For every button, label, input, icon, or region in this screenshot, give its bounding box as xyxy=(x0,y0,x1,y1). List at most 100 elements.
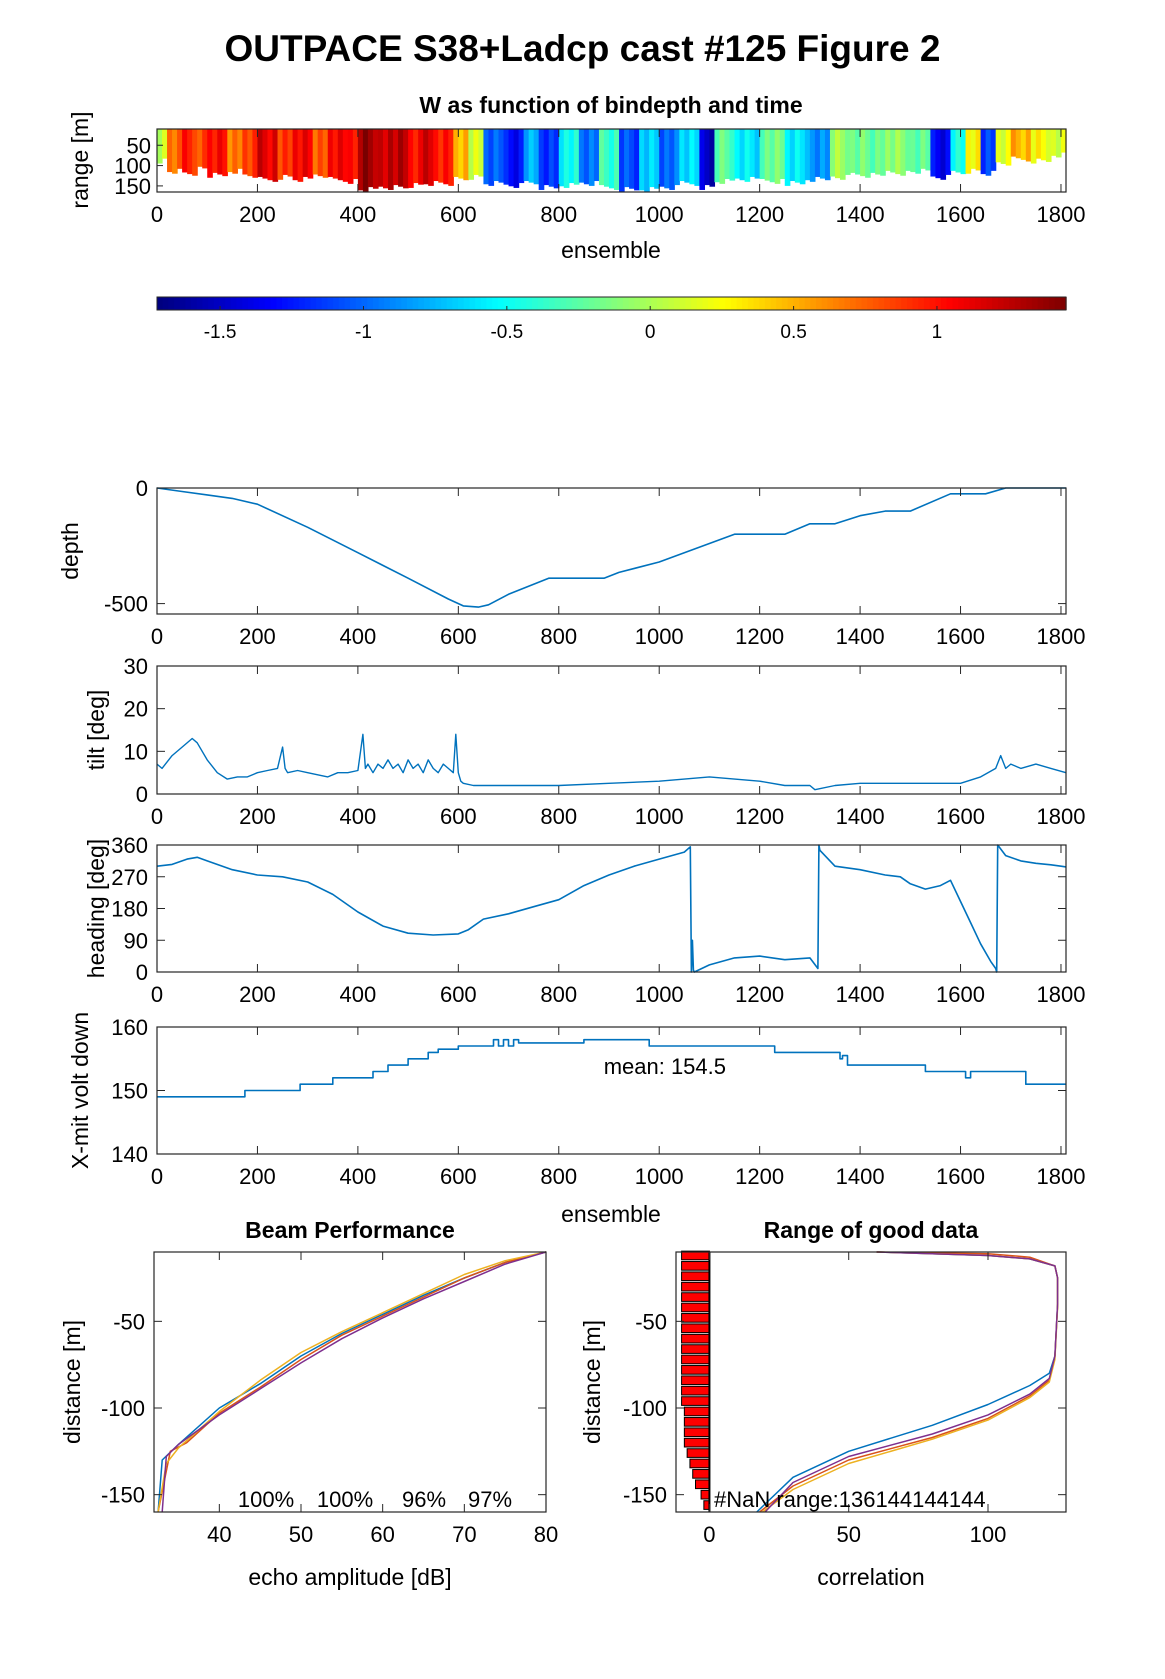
tilt-xtick-label: 1400 xyxy=(836,804,885,829)
w-cell xyxy=(583,129,590,185)
colorbar-swatch xyxy=(441,297,448,310)
w-section-xlabel: ensemble xyxy=(561,237,661,263)
w-cell xyxy=(799,129,806,185)
beam-performance-ytick-label: -150 xyxy=(101,1483,145,1508)
w-cell xyxy=(915,129,921,174)
nan-bar xyxy=(681,1292,710,1302)
w-cell xyxy=(262,129,269,179)
w-cell xyxy=(257,129,264,177)
w-cell xyxy=(809,129,816,182)
beam-performance-series xyxy=(157,1251,547,1513)
w-section-axes-box xyxy=(156,128,1067,193)
w-cell xyxy=(382,129,389,189)
w-cell xyxy=(237,129,243,169)
w-cell xyxy=(528,129,535,183)
w-cell xyxy=(860,129,866,177)
colorbar-swatch xyxy=(827,297,834,310)
colorbar-swatch xyxy=(531,297,539,310)
w-cell xyxy=(719,129,726,184)
range-good-data-axes-box xyxy=(675,1251,1067,1513)
colorbar-swatch xyxy=(730,297,738,310)
colorbar-swatch xyxy=(685,297,692,310)
beam-performance-axes: 40 50 60 70 80 -50 -100 -150 xyxy=(101,1251,558,1547)
beam-performance-axes-box xyxy=(153,1251,547,1513)
colorbar-swatch xyxy=(355,297,363,310)
w-cell xyxy=(463,129,469,181)
colorbar-swatch xyxy=(406,297,414,310)
colorbar-swatch xyxy=(497,297,505,310)
tilt-axes-box xyxy=(156,665,1067,795)
heading-ytick-label: 180 xyxy=(111,897,148,922)
colorbar-swatch xyxy=(344,297,351,310)
w-cell xyxy=(202,129,208,169)
nan-bar xyxy=(689,1458,710,1469)
w-cell xyxy=(980,129,987,175)
w-section-title: W as function of bindepth and time xyxy=(419,92,802,118)
beam-performance-xtick-label: 40 xyxy=(207,1522,231,1547)
w-cell xyxy=(548,129,555,187)
w-cell xyxy=(1015,129,1022,159)
tilt-ylabel: tilt [deg] xyxy=(83,690,109,771)
w-cell xyxy=(1000,129,1007,164)
w-section-xtick-label: 1600 xyxy=(936,202,985,227)
w-cell xyxy=(654,129,660,189)
w-cell xyxy=(372,129,379,189)
w-cell xyxy=(292,129,299,181)
w-cell xyxy=(840,129,846,180)
w-cell xyxy=(930,129,937,177)
colorbar-swatch xyxy=(384,297,391,310)
colorbar-swatch xyxy=(202,297,209,310)
w-cell xyxy=(458,129,464,179)
w-cell xyxy=(297,129,304,182)
w-cell xyxy=(774,129,781,184)
w-cell xyxy=(935,129,942,179)
colorbar-swatch xyxy=(901,297,908,310)
colorbar-swatch xyxy=(236,297,243,310)
xmit-volt-mean-annotation: mean: 154.5 xyxy=(604,1054,726,1079)
colorbar-swatch xyxy=(781,297,789,310)
w-cell xyxy=(890,129,896,173)
beam-performance-xtick-label: 70 xyxy=(452,1522,476,1547)
w-cell xyxy=(694,129,700,186)
heading-line xyxy=(156,844,1067,973)
tilt-xtick-label: 0 xyxy=(151,804,163,829)
nan-bar xyxy=(681,1323,710,1334)
colorbar-swatch xyxy=(225,297,232,310)
colorbar-swatch xyxy=(571,297,579,310)
colorbar-swatch xyxy=(509,297,516,310)
w-cell xyxy=(829,129,836,177)
w-cell xyxy=(398,129,404,187)
colorbar-swatch xyxy=(378,297,385,310)
w-cell xyxy=(187,129,193,175)
w-cell xyxy=(252,129,259,178)
colorbar-swatch xyxy=(299,297,306,310)
beam-performance-ylabel: distance [m] xyxy=(59,1320,85,1444)
colorbar-swatch xyxy=(1037,297,1044,310)
colorbar-swatch xyxy=(941,297,948,310)
nan-bar xyxy=(686,1448,710,1458)
nan-bar xyxy=(683,1427,710,1438)
w-cell xyxy=(649,129,655,188)
colorbar-swatch xyxy=(611,297,618,310)
w-cell xyxy=(1025,129,1032,162)
tilt-ytick-label: 10 xyxy=(124,739,148,764)
w-cell xyxy=(724,129,731,179)
colorbar-swatch xyxy=(787,297,794,310)
depth-line xyxy=(156,487,1066,608)
tilt-xtick-label: 1200 xyxy=(735,804,784,829)
colorbar-swatch xyxy=(452,297,459,310)
colorbar-swatch xyxy=(844,297,851,310)
heading-xtick-label: 800 xyxy=(540,982,577,1007)
colorbar-swatch xyxy=(867,297,874,310)
w-cell xyxy=(925,129,932,171)
w-cell xyxy=(418,129,424,185)
colorbar-swatch xyxy=(162,297,170,310)
w-cell xyxy=(588,129,595,186)
colorbar-swatch xyxy=(185,297,192,310)
heading-xtick-label: 1600 xyxy=(936,982,985,1007)
colorbar-swatch xyxy=(1054,297,1062,310)
colorbar-swatch xyxy=(321,297,329,310)
w-cell xyxy=(804,129,811,181)
colorbar-swatch xyxy=(157,297,164,310)
w-cell xyxy=(342,129,349,182)
